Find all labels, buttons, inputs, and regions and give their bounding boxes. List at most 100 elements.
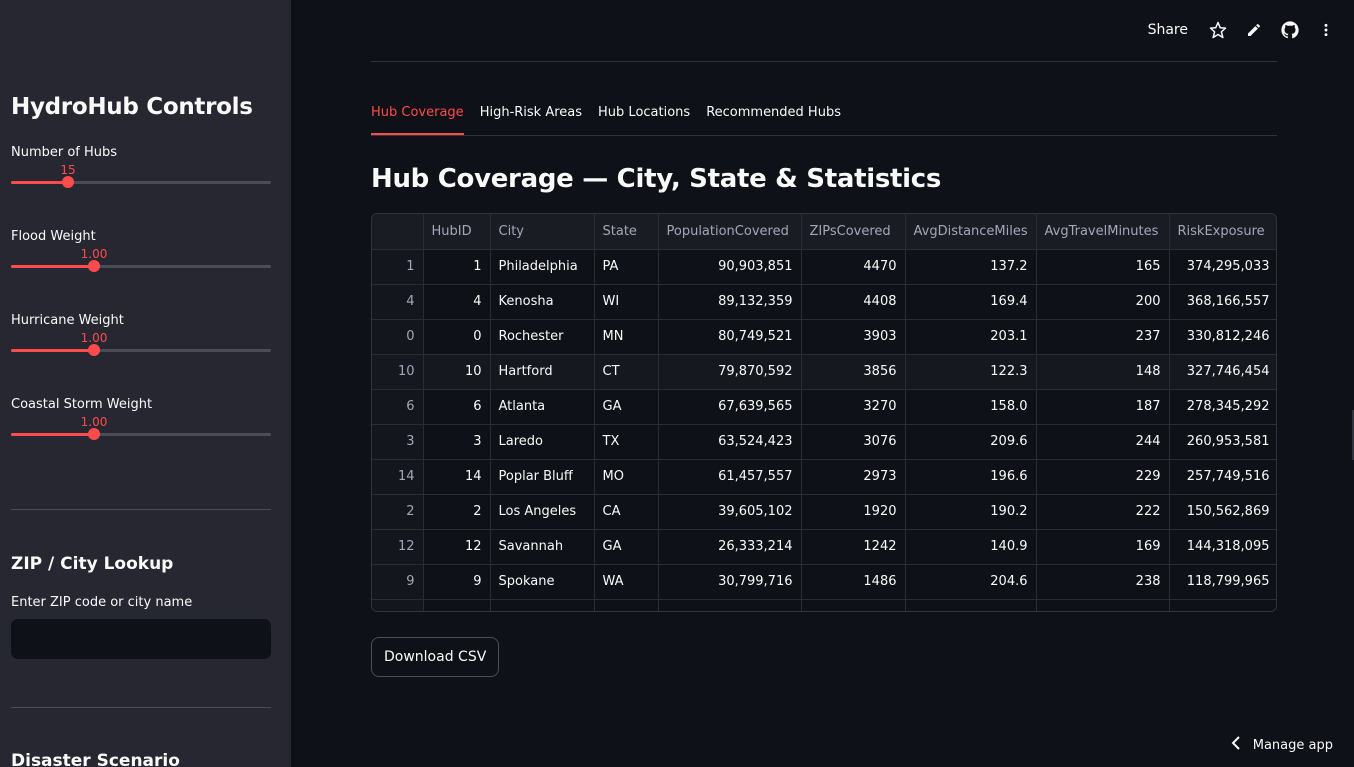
- table-cell[interactable]: 61,457,557: [658, 459, 802, 495]
- table-cell[interactable]: 39,605,102: [658, 494, 802, 530]
- table-row[interactable]: 2 2 Los Angeles CA 39,605,102 1920 190.2 222 150…: [372, 494, 1276, 530]
- table-cell[interactable]: 140.9: [905, 529, 1037, 565]
- slider-track[interactable]: [11, 344, 271, 356]
- tab-hub-coverage[interactable]: Hub Coverage: [371, 100, 464, 135]
- table-cell[interactable]: [490, 599, 595, 611]
- table-row[interactable]: 9 9 Spokane WA 30,799,716 1486 204.6 238 118,799…: [372, 564, 1276, 600]
- table-cell[interactable]: 4470: [801, 249, 906, 285]
- table-cell[interactable]: Hartford: [490, 354, 595, 390]
- table-cell[interactable]: 3: [423, 424, 491, 460]
- table-cell[interactable]: 118,799,965: [1169, 564, 1276, 600]
- table-cell[interactable]: 237: [1036, 319, 1170, 355]
- table-cell[interactable]: 89,132,359: [658, 284, 802, 320]
- table-cell[interactable]: CT: [594, 354, 659, 390]
- table-cell[interactable]: 3076: [801, 424, 906, 460]
- table-cell[interactable]: [1036, 599, 1170, 611]
- column-header[interactable]: PopulationCovered: [658, 214, 802, 250]
- column-header[interactable]: ZIPsCovered: [801, 214, 906, 250]
- table-cell[interactable]: 6: [423, 389, 491, 425]
- table-cell[interactable]: 204.6: [905, 564, 1037, 600]
- table-cell[interactable]: 122.3: [905, 354, 1037, 390]
- pencil-icon[interactable]: [1244, 20, 1264, 40]
- table-cell[interactable]: Poplar Bluff: [490, 459, 595, 495]
- row-index-cell[interactable]: 4: [372, 284, 424, 320]
- slider-track[interactable]: [11, 428, 271, 440]
- table-cell[interactable]: [1169, 599, 1276, 611]
- column-header[interactable]: AvgDistanceMiles: [905, 214, 1037, 250]
- table-cell[interactable]: 257,749,516: [1169, 459, 1276, 495]
- table-cell[interactable]: [658, 599, 802, 611]
- table-cell[interactable]: Rochester: [490, 319, 595, 355]
- table-cell[interactable]: 368,166,557: [1169, 284, 1276, 320]
- table-cell[interactable]: TX: [594, 424, 659, 460]
- column-header[interactable]: HubID: [423, 214, 491, 250]
- hub-coverage-table[interactable]: HubID City State PopulationCovered ZIPsC…: [371, 213, 1277, 612]
- table-cell[interactable]: 9: [423, 564, 491, 600]
- table-cell[interactable]: 26,333,214: [658, 529, 802, 565]
- table-cell[interactable]: 244: [1036, 424, 1170, 460]
- table-row[interactable]: 12 12 Savannah GA 26,333,214 1242 140.9 169 144,…: [372, 529, 1276, 565]
- table-row[interactable]: 1 1 Philadelphia PA 90,903,851 4470 137.2 165 37…: [372, 249, 1276, 285]
- table-cell[interactable]: 200: [1036, 284, 1170, 320]
- table-row[interactable]: 4 4 Kenosha WI 89,132,359 4408 169.4 200 368,166…: [372, 284, 1276, 320]
- hurricane-weight-slider[interactable]: Hurricane Weight 1.00: [11, 313, 271, 373]
- row-index-cell[interactable]: 14: [372, 459, 424, 495]
- table-cell[interactable]: 4408: [801, 284, 906, 320]
- table-cell[interactable]: 187: [1036, 389, 1170, 425]
- table-cell[interactable]: MO: [594, 459, 659, 495]
- coastal-storm-weight-slider[interactable]: Coastal Storm Weight 1.00: [11, 397, 271, 457]
- table-cell[interactable]: 79,870,592: [658, 354, 802, 390]
- row-index-cell[interactable]: 1: [372, 249, 424, 285]
- row-index-cell[interactable]: 10: [372, 354, 424, 390]
- table-cell[interactable]: MN: [594, 319, 659, 355]
- table-cell[interactable]: Savannah: [490, 529, 595, 565]
- scrollbar[interactable]: [1352, 410, 1354, 460]
- table-cell[interactable]: 67,639,565: [658, 389, 802, 425]
- table-cell[interactable]: 260,953,581: [1169, 424, 1276, 460]
- table-cell[interactable]: 222: [1036, 494, 1170, 530]
- table-cell[interactable]: [801, 599, 906, 611]
- table-cell[interactable]: Laredo: [490, 424, 595, 460]
- table-row[interactable]: 14 14 Poplar Bluff MO 61,457,557 2973 196.6 229…: [372, 459, 1276, 495]
- hubs-slider[interactable]: Number of Hubs 15: [11, 145, 271, 205]
- table-cell[interactable]: 2973: [801, 459, 906, 495]
- table-cell[interactable]: 278,345,292: [1169, 389, 1276, 425]
- table-cell[interactable]: 165: [1036, 249, 1170, 285]
- download-csv-button[interactable]: Download CSV: [371, 637, 500, 677]
- manage-app-button[interactable]: Manage app: [1231, 736, 1333, 754]
- slider-thumb[interactable]: [62, 176, 74, 188]
- slider-track[interactable]: [11, 260, 271, 272]
- row-index-cell[interactable]: 12: [372, 529, 424, 565]
- more-vertical-icon[interactable]: [1316, 20, 1336, 40]
- table-cell[interactable]: 0: [423, 319, 491, 355]
- table-cell[interactable]: [594, 599, 659, 611]
- table-cell[interactable]: [905, 599, 1037, 611]
- table-cell[interactable]: 229: [1036, 459, 1170, 495]
- table-cell[interactable]: 209.6: [905, 424, 1037, 460]
- tab-recommended-hubs[interactable]: Recommended Hubs: [706, 105, 841, 120]
- row-index-cell[interactable]: 2: [372, 494, 424, 530]
- table-cell[interactable]: GA: [594, 389, 659, 425]
- table-cell[interactable]: 80,749,521: [658, 319, 802, 355]
- table-cell[interactable]: 238: [1036, 564, 1170, 600]
- table-cell[interactable]: Spokane: [490, 564, 595, 600]
- table-cell[interactable]: 148: [1036, 354, 1170, 390]
- zip-city-input[interactable]: [11, 619, 271, 659]
- table-cell[interactable]: 30,799,716: [658, 564, 802, 600]
- table-cell[interactable]: 203.1: [905, 319, 1037, 355]
- table-cell[interactable]: 10: [423, 354, 491, 390]
- column-header[interactable]: State: [594, 214, 659, 250]
- row-index-cell[interactable]: 6: [372, 389, 424, 425]
- table-cell[interactable]: 1242: [801, 529, 906, 565]
- slider-thumb[interactable]: [88, 344, 100, 356]
- table-cell[interactable]: 1920: [801, 494, 906, 530]
- table-cell[interactable]: 63,524,423: [658, 424, 802, 460]
- table-cell[interactable]: 169.4: [905, 284, 1037, 320]
- table-cell[interactable]: 169: [1036, 529, 1170, 565]
- column-header[interactable]: RiskExposure: [1169, 214, 1276, 250]
- table-cell[interactable]: 3856: [801, 354, 906, 390]
- slider-track[interactable]: [11, 176, 271, 188]
- table-cell[interactable]: 3903: [801, 319, 906, 355]
- table-cell[interactable]: PA: [594, 249, 659, 285]
- table-cell[interactable]: 14: [423, 459, 491, 495]
